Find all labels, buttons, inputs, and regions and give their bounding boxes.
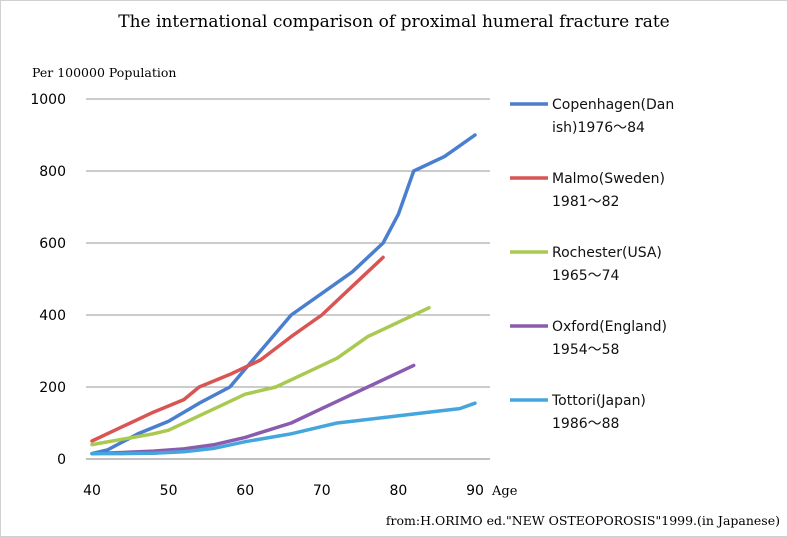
- series-line: [90, 363, 416, 456]
- x-axis-label: Age: [491, 484, 518, 499]
- x-tick-labels: 40 50 60 70 80 90: [83, 483, 484, 499]
- legend: Copenhagen(Dan ish)1976～84 Malmo(Sweden) 19…: [510, 97, 674, 432]
- legend-label: ish)1976～84: [552, 120, 645, 136]
- y-tick-labels: 0 200 400 600 800 1000: [30, 92, 66, 468]
- legend-label: 1986～88: [552, 416, 619, 432]
- x-tick-label: 70: [313, 483, 331, 499]
- y-tick-label: 1000: [30, 92, 66, 108]
- x-tick-label: 90: [466, 483, 484, 499]
- y-tick-label: 600: [39, 236, 66, 252]
- y-tick-label: 0: [57, 452, 66, 468]
- x-tick-label: 60: [236, 483, 254, 499]
- y-tick-label: 400: [39, 308, 66, 324]
- x-tick-label: 40: [83, 483, 101, 499]
- legend-label: Oxford(England): [552, 319, 667, 335]
- x-tick-label: 80: [389, 483, 407, 499]
- legend-label: Malmo(Sweden): [552, 171, 665, 187]
- y-axis-label: Per 100000 Population: [32, 65, 177, 80]
- legend-label: 1981～82: [552, 194, 619, 210]
- legend-label: Rochester(USA): [552, 245, 662, 261]
- series-line: [90, 401, 477, 456]
- y-tick-label: 800: [39, 164, 66, 180]
- legend-label: 1954～58: [552, 342, 619, 358]
- legend-label: Copenhagen(Dan: [552, 97, 674, 113]
- source-note: from:H.ORIMO ed."NEW OSTEOPOROSIS"1999.(…: [385, 513, 780, 528]
- legend-label: Tottori(Japan): [551, 393, 646, 409]
- x-tick-label: 50: [160, 483, 178, 499]
- series-lines: [90, 133, 477, 456]
- series-line: [90, 133, 477, 456]
- y-tick-label: 200: [39, 380, 66, 396]
- gridlines: [86, 98, 490, 460]
- series-line: [90, 306, 431, 447]
- series-line: [90, 255, 385, 443]
- legend-label: 1965～74: [552, 268, 620, 284]
- chart-title: The international comparison of proximal…: [118, 12, 670, 32]
